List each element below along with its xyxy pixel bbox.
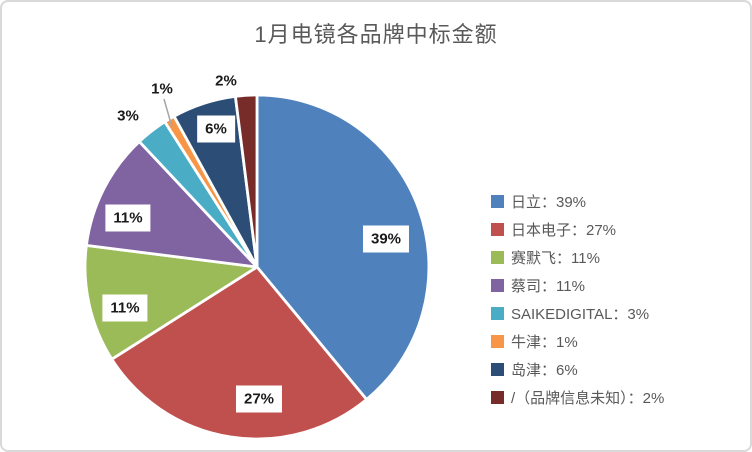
legend-item-label: 日立：39% xyxy=(511,193,587,211)
legend-swatch xyxy=(491,306,504,320)
legend-swatch xyxy=(491,278,504,292)
pie-slice-赛默飞 xyxy=(83,244,259,361)
legend-item-日立: 日立：39% xyxy=(491,187,664,215)
legend-item-label: 牛津：1% xyxy=(511,333,578,351)
legend-item-牛津: 牛津：1% xyxy=(491,327,664,355)
pie-slice-日立 xyxy=(255,93,431,401)
legend-swatch xyxy=(491,194,504,208)
legend-item-蔡司: 蔡司：11% xyxy=(491,271,664,299)
legend-item-日本电子: 日本电子：27% xyxy=(491,215,664,243)
leader-line-牛津 xyxy=(163,98,173,128)
legend-item-/（品牌信息未知）: /（品牌信息未知）：2% xyxy=(491,383,664,411)
legend-item-label: 赛默飞：11% xyxy=(511,249,600,267)
pie-slice-/（品牌信息未知） xyxy=(234,93,259,269)
pie-slice-日本电子 xyxy=(110,265,368,441)
legend-swatch xyxy=(491,222,504,236)
legend-item-label: SAIKEDIGITAL：3% xyxy=(511,305,650,323)
legend-swatch xyxy=(491,334,504,348)
legend-item-岛津: 岛津：6% xyxy=(491,355,664,383)
legend-swatch xyxy=(491,362,504,376)
legend-item-label: 日本电子：27% xyxy=(511,221,617,239)
legend-swatch xyxy=(491,250,504,264)
chart-title: 1月电镜各品牌中标金额 xyxy=(254,22,498,47)
legend-swatch xyxy=(491,390,504,404)
legend-item-SAIKEDIGITAL: SAIKEDIGITAL：3% xyxy=(491,299,664,327)
legend-item-label: 岛津：6% xyxy=(511,361,578,379)
legend: 日立：39% 日本电子：27% 赛默飞：11% 蔡司：11% SAIKEDIGITAL：… xyxy=(491,187,664,411)
legend-item-label: /（品牌信息未知）：2% xyxy=(511,389,665,407)
legend-item-赛默飞: 赛默飞：11% xyxy=(491,243,664,271)
pie-slice-蔡司 xyxy=(85,140,259,269)
legend-item-label: 蔡司：11% xyxy=(511,277,585,295)
